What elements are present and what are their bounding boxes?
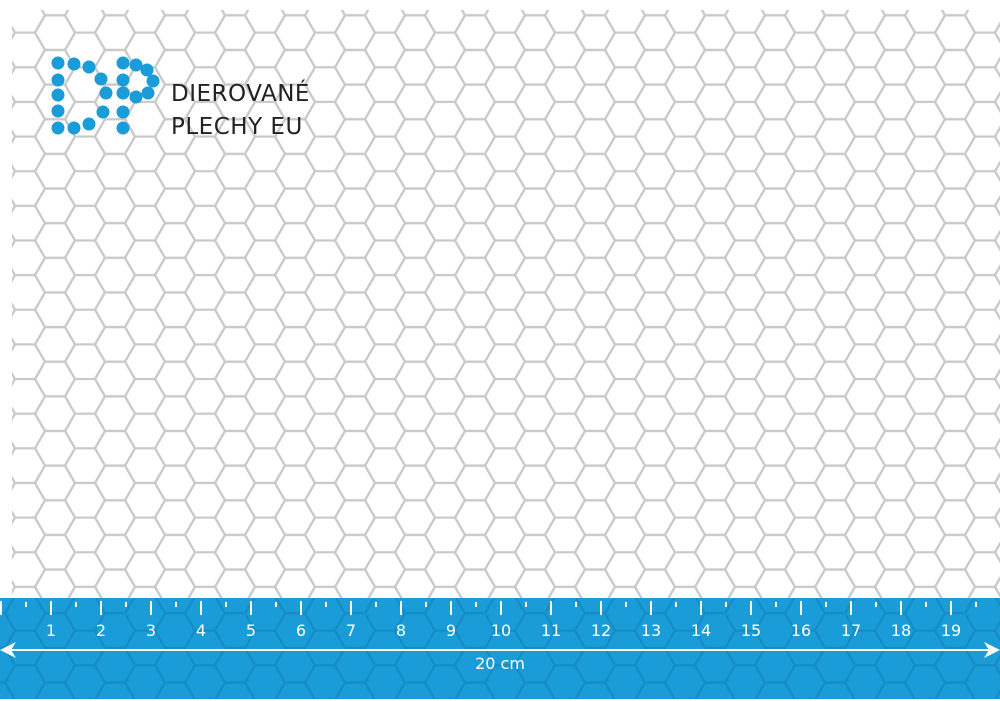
logo-dot	[116, 73, 130, 87]
ruler-label: 18	[890, 621, 912, 640]
logo-dot	[141, 86, 155, 100]
ruler-label: 6	[295, 621, 307, 640]
logo-dot	[51, 56, 65, 70]
logo-dot	[116, 86, 130, 100]
logo-dot	[99, 86, 113, 100]
logo-dot	[51, 73, 65, 87]
ruler-label: 19	[940, 621, 962, 640]
logo-dot	[116, 121, 130, 135]
ruler-label: 10	[490, 621, 512, 640]
brand-name-line2: PLECHY EU	[171, 114, 303, 140]
ruler-label: 12	[590, 621, 612, 640]
logo-dot	[51, 121, 65, 135]
logo-dot	[51, 104, 65, 118]
ruler-label: 15	[740, 621, 762, 640]
logo-dot	[129, 90, 143, 104]
logo-dot	[140, 63, 154, 77]
ruler-label: 3	[145, 621, 157, 640]
logo-dot	[67, 121, 81, 135]
ruler	[0, 598, 1000, 699]
ruler-label: 13	[640, 621, 662, 640]
logo-dot	[146, 74, 160, 88]
ruler-label: 16	[790, 621, 812, 640]
logo-dot	[96, 105, 110, 119]
logo-dot	[116, 105, 130, 119]
logo-dot	[82, 60, 96, 74]
ruler-label: 17	[840, 621, 862, 640]
ruler-label: 14	[690, 621, 712, 640]
logo-dot	[94, 72, 108, 86]
ruler-label: 11	[540, 621, 562, 640]
logo-dot	[67, 57, 81, 71]
ruler-label: 1	[45, 621, 57, 640]
ruler-label: 2	[95, 621, 107, 640]
arrow-right-icon	[984, 642, 1000, 658]
arrow-left-icon	[0, 642, 16, 658]
ruler-label: 8	[395, 621, 407, 640]
ruler-label: 9	[445, 621, 457, 640]
ruler-label: 5	[245, 621, 257, 640]
logo-dot	[82, 117, 96, 131]
ruler-total-length: 20 cm	[475, 654, 525, 673]
dp-logo-mark	[51, 56, 160, 135]
logo-dot	[129, 58, 143, 72]
ruler-label: 7	[345, 621, 357, 640]
logo-dot	[116, 56, 130, 70]
ruler-label: 4	[195, 621, 207, 640]
logo-dot	[51, 88, 65, 102]
brand-name-line1: DIEROVANÉ	[171, 81, 310, 107]
